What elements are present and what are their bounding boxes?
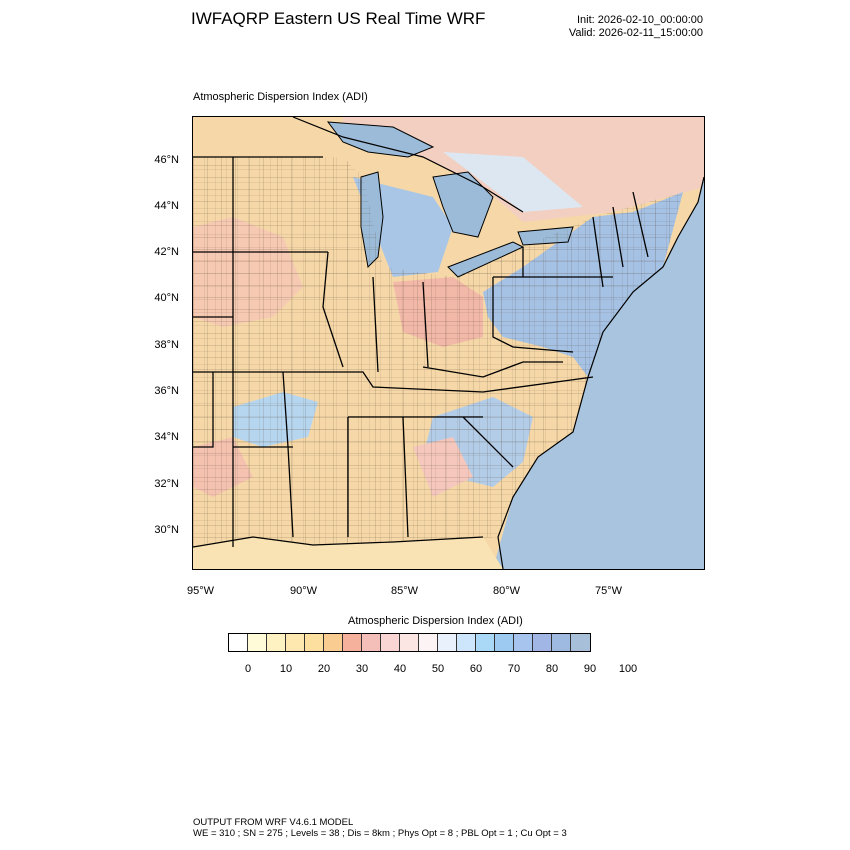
gulf-coast (193, 537, 503, 569)
colorbar-cell (571, 634, 590, 651)
field-label: Atmospheric Dispersion Index (ADI) (193, 91, 368, 103)
lon-label-75: 75°W (595, 585, 623, 597)
lat-label-42: 42°N (154, 246, 179, 258)
gulf-coastline (193, 536, 484, 548)
colorbar-cell (552, 634, 571, 651)
lat-label-40: 40°N (154, 292, 179, 304)
colorbar-label: 80 (545, 663, 559, 675)
colorbar-label: 40 (393, 663, 407, 675)
colorbar-cell (324, 634, 343, 651)
ontario-light (443, 152, 583, 212)
lat-label-44: 44°N (154, 200, 179, 212)
colorbar-title: Atmospheric Dispersion Index (ADI) (348, 615, 523, 627)
colorbar-label: 10 (279, 663, 293, 675)
colorbar-label: 100 (618, 663, 638, 675)
colorbar-cell (400, 634, 419, 651)
lon-label-80: 80°W (493, 585, 521, 597)
lat-label-46: 46°N (154, 154, 179, 166)
state-borders (193, 156, 649, 547)
colorbar-cell (362, 634, 381, 651)
colorbar-cell (495, 634, 514, 651)
colorbar-cell (343, 634, 362, 651)
lake-superior (326, 121, 435, 158)
colorbar-label: 30 (355, 663, 369, 675)
lon-label-85: 85°W (391, 585, 419, 597)
lake-huron (432, 171, 494, 238)
lat-label-38: 38°N (154, 339, 179, 351)
colorbar-cell (286, 634, 305, 651)
lon-label-90: 90°W (290, 585, 318, 597)
lat-label-36: 36°N (154, 385, 179, 397)
colorbar-cell (419, 634, 438, 651)
atlantic-ocean (493, 177, 704, 569)
colorbar-cell (381, 634, 400, 651)
colorbar-label: 70 (507, 663, 521, 675)
county-grid-2 (193, 157, 683, 547)
lat-label-30: 30°N (154, 524, 179, 536)
colorbar-cell (514, 634, 533, 651)
colorbar (228, 633, 591, 652)
model-info-line2: WE = 310 ; SN = 275 ; Levels = 38 ; Dis … (193, 828, 567, 839)
map-panel (192, 116, 705, 570)
colorbar-label: 60 (469, 663, 483, 675)
colorbar-cell (267, 634, 286, 651)
colorbar-cell (476, 634, 495, 651)
colorbar-label: 90 (583, 663, 597, 675)
colorbar-cell (229, 634, 248, 651)
time-info: Init: 2026-02-10_00:00:00 Valid: 2026-02… (569, 14, 703, 40)
lat-label-34: 34°N (154, 431, 179, 443)
colorbar-label: 20 (317, 663, 331, 675)
lat-label-32: 32°N (154, 478, 179, 490)
model-info: OUTPUT FROM WRF V4.6.1 MODEL WE = 310 ; … (193, 817, 567, 839)
model-info-line1: OUTPUT FROM WRF V4.6.1 MODEL (193, 817, 354, 828)
lon-label-95: 95°W (187, 585, 215, 597)
colorbar-cell (248, 634, 267, 651)
page-title: IWFAQRP Eastern US Real Time WRF (191, 9, 486, 28)
colorbar-cell (457, 634, 476, 651)
atlantic-coastline (497, 176, 704, 569)
colorbar-cell (438, 634, 457, 651)
map-svg (193, 117, 704, 569)
valid-time: Valid: 2026-02-11_15:00:00 (568, 27, 703, 39)
colorbar-cell (305, 634, 324, 651)
init-time: Init: 2026-02-10_00:00:00 (577, 14, 703, 26)
colorbar-cell (533, 634, 552, 651)
colorbar-label: 50 (431, 663, 445, 675)
canada-border (292, 117, 524, 213)
colorbar-label: 0 (244, 663, 252, 675)
